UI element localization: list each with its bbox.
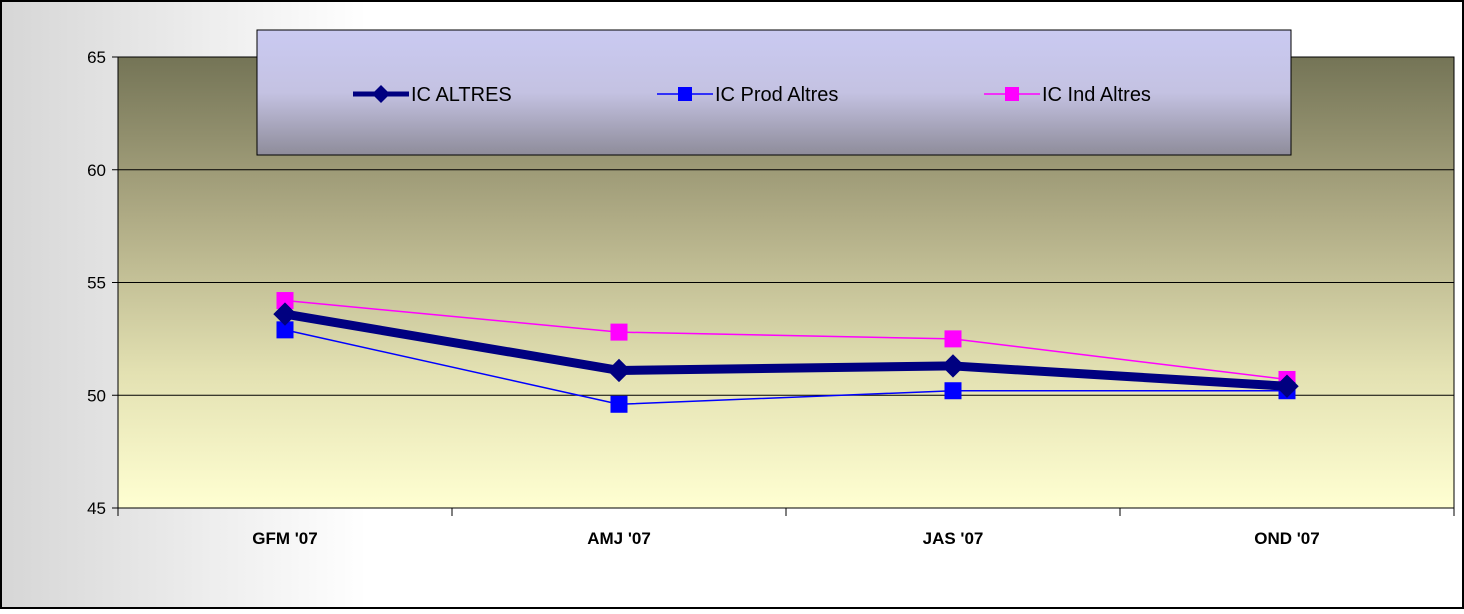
axes: 45 50 55 60 65 GFM '07 AMJ '07 JAS '07 OND '07 <box>87 48 1455 548</box>
x-tick-label: AMJ '07 <box>587 529 651 548</box>
series-0 <box>273 302 1299 398</box>
legend-items: IC ALTRES IC Prod Altres IC Ind Altres <box>353 84 1151 106</box>
y-tick-label: 50 <box>87 386 106 405</box>
series-line <box>284 299 1288 381</box>
series-line <box>284 329 1287 406</box>
gridlines <box>118 169 1454 396</box>
series-layer <box>273 292 1299 413</box>
legend-item: IC Prod Altres <box>657 84 838 106</box>
legend-swatch-marker <box>1005 87 1019 101</box>
y-tick-label: 45 <box>87 499 106 518</box>
data-point <box>607 358 631 383</box>
legend-item: IC ALTRES <box>353 84 512 106</box>
y-tick-label: 65 <box>87 48 106 67</box>
legend-box <box>256 29 1292 156</box>
legend-label: IC Ind Altres <box>1042 84 1151 106</box>
x-tick-label: OND '07 <box>1254 529 1319 548</box>
data-point <box>944 382 962 400</box>
y-tick-label: 55 <box>87 274 106 293</box>
legend-label: IC Prod Altres <box>715 84 838 106</box>
legend-label: IC ALTRES <box>411 84 512 106</box>
legend: IC ALTRES IC Prod Altres IC Ind Altres <box>256 29 1292 156</box>
data-point <box>941 354 965 378</box>
y-tick-label: 60 <box>87 161 106 180</box>
legend-swatch-marker <box>372 85 390 103</box>
data-point <box>944 330 962 348</box>
legend-item: IC Ind Altres <box>984 84 1151 106</box>
legend-swatch-marker <box>678 87 692 101</box>
x-tick-label: GFM '07 <box>252 529 317 548</box>
data-point <box>1275 374 1299 398</box>
data-point <box>273 302 297 326</box>
x-tick-label: JAS '07 <box>923 529 984 548</box>
data-point <box>610 323 628 341</box>
series-line <box>284 309 1288 391</box>
data-point <box>610 395 628 413</box>
